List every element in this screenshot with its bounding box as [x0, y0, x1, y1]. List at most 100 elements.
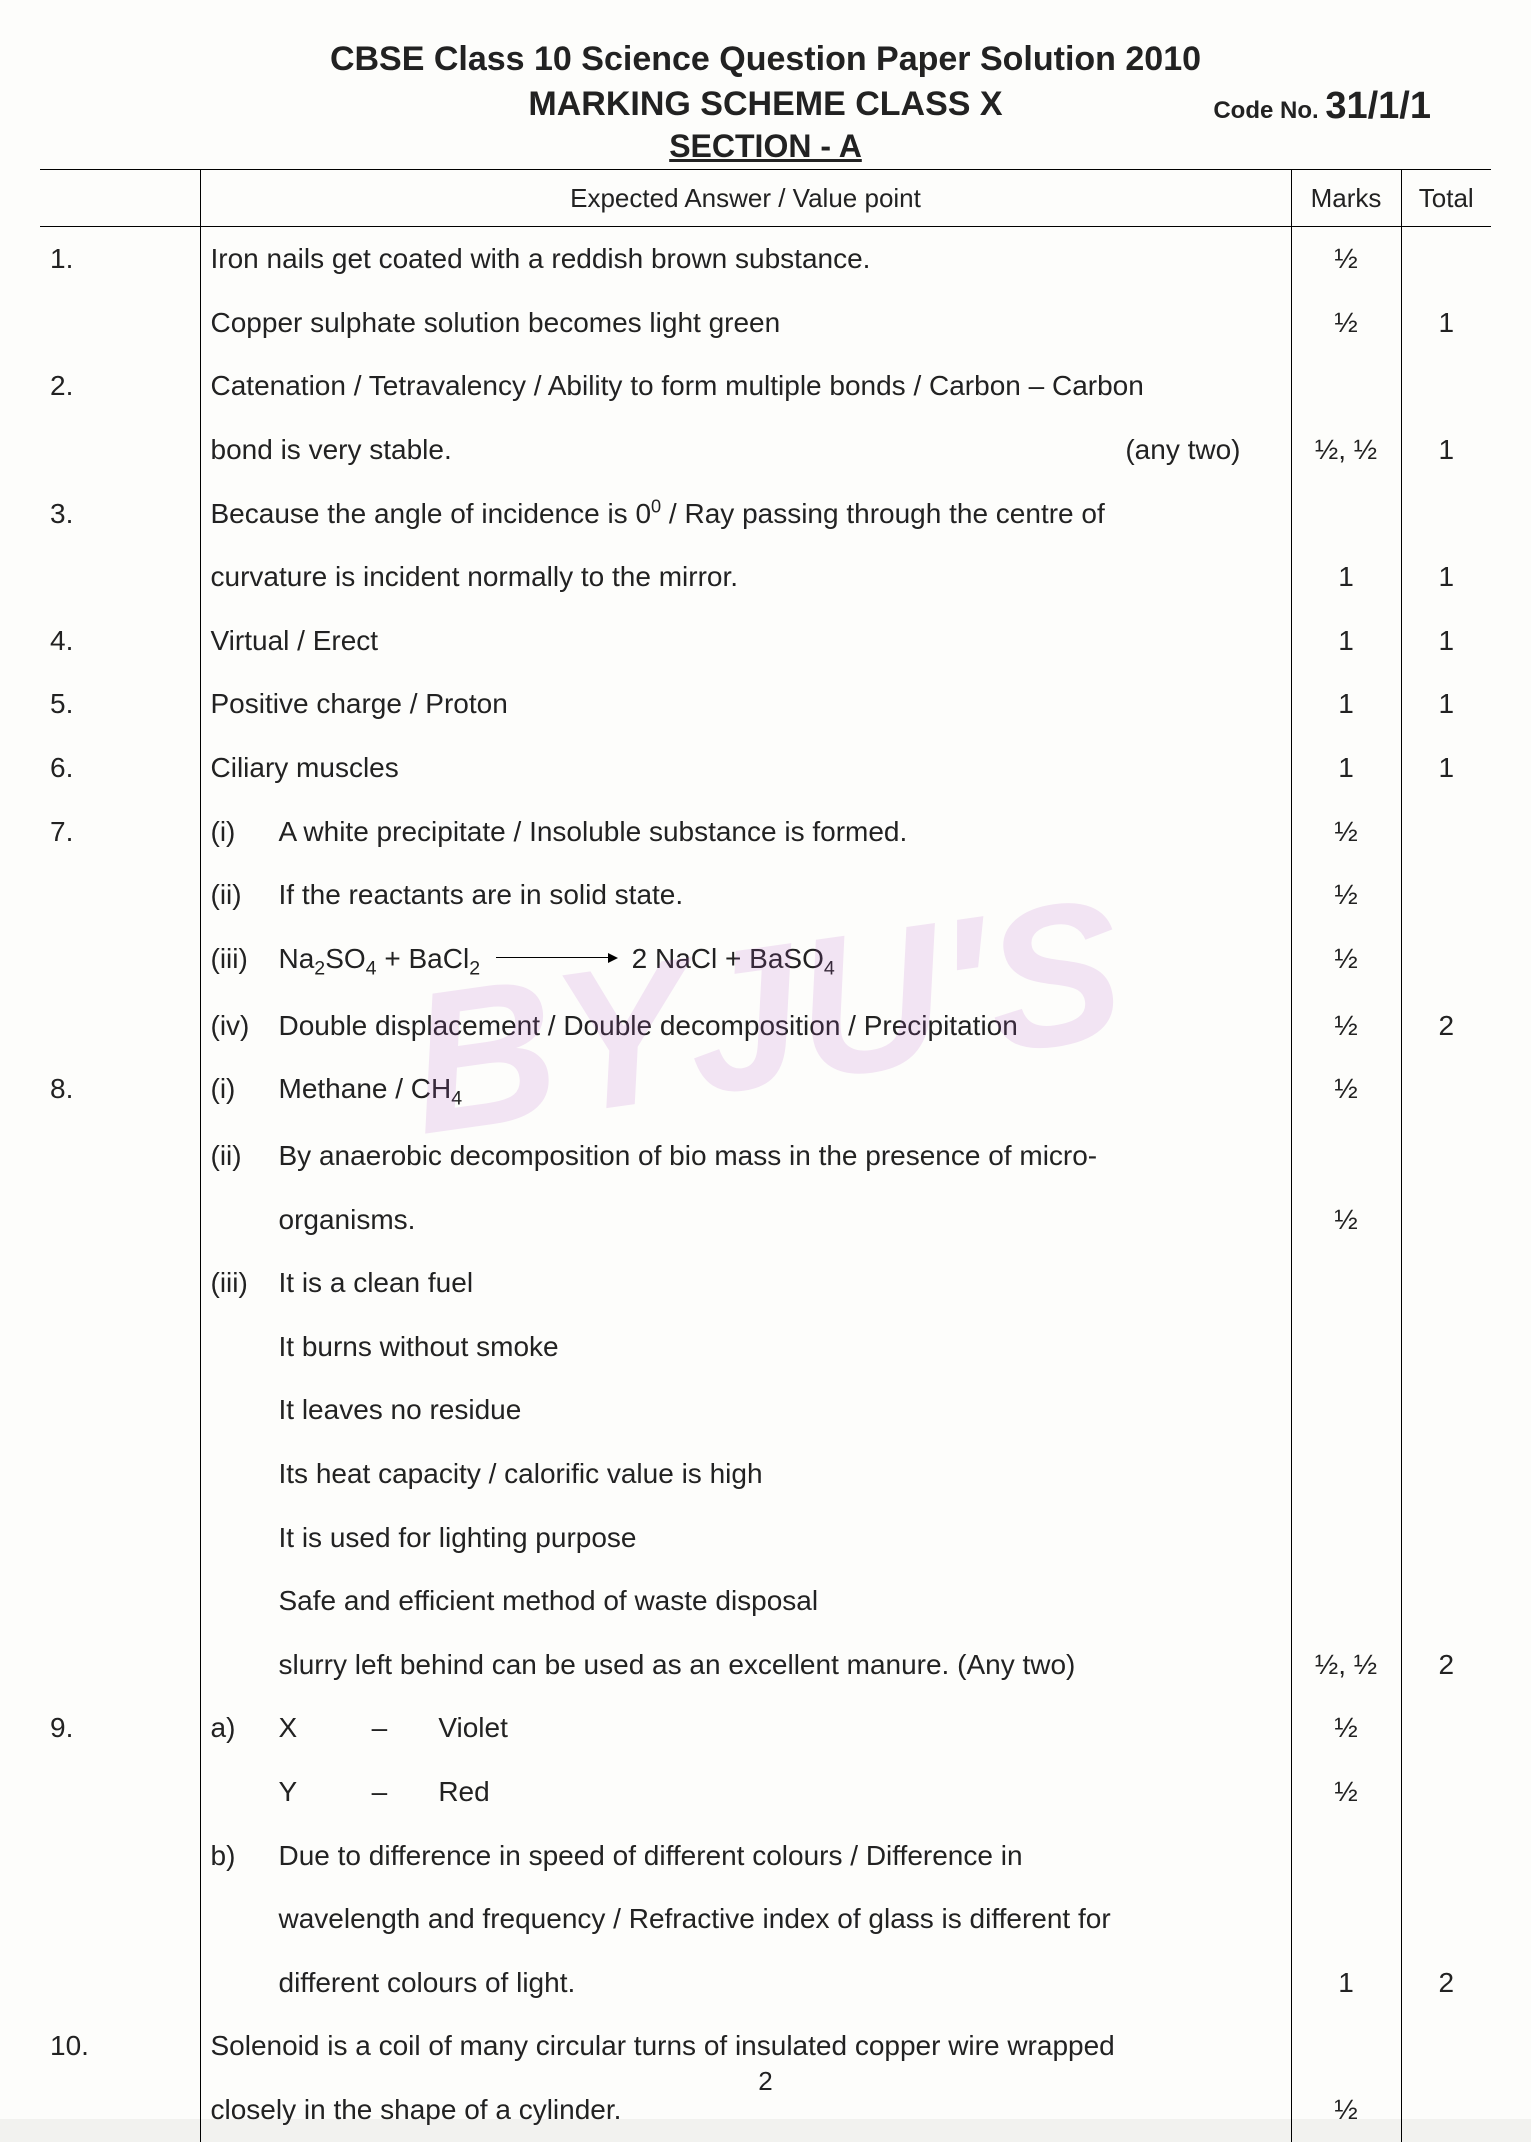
answer-text: It is a clean fuel	[279, 1259, 474, 1307]
answer-cell: a) X – Violet	[200, 1696, 1291, 1760]
marking-table: Expected Answer / Value point Marks Tota…	[40, 169, 1491, 2142]
answer-cell: (i)A white precipitate / Insoluble subst…	[200, 800, 1291, 864]
subpart-label: (ii)	[211, 1132, 261, 1180]
table-row: It is used for lighting purpose	[40, 1506, 1491, 1570]
answer-cell: Catenation / Tetravalency / Ability to f…	[200, 354, 1291, 418]
subpart-label: (iii)	[211, 1259, 261, 1307]
question-number-cell	[40, 1633, 200, 1697]
answer-text: Because the angle of incidence is 00 / R…	[211, 490, 1105, 538]
answer-text: Na2SO4 + BaCl2 2 NaCl + BaSO4	[279, 935, 835, 986]
answer-text: Ciliary muscles	[211, 744, 399, 792]
question-number-cell	[40, 545, 200, 609]
answer-text: bond is very stable.	[211, 426, 452, 474]
answer-text: Its heat capacity / calorific value is h…	[279, 1450, 763, 1498]
answer-cell: It is used for lighting purpose	[200, 1506, 1291, 1570]
section-heading: SECTION - A	[40, 128, 1491, 165]
table-row: bond is very stable. (any two)½, ½1	[40, 418, 1491, 482]
table-row: 9.a)X – Violet½	[40, 1696, 1491, 1760]
table-row: wavelength and frequency / Refractive in…	[40, 1887, 1491, 1951]
answer-text: organisms.	[279, 1196, 416, 1244]
question-number-cell	[40, 994, 200, 1058]
table-row: (ii)If the reactants are in solid state.…	[40, 863, 1491, 927]
answer-text: Catenation / Tetravalency / Ability to f…	[211, 362, 1144, 410]
total-cell: 1	[1401, 418, 1491, 482]
answer-cell: Positive charge / Proton	[200, 672, 1291, 736]
hint-text: (any two)	[1125, 426, 1280, 474]
table-row: 8.(i)Methane / CH4½	[40, 1057, 1491, 1124]
subpart-label: a)	[211, 1704, 261, 1752]
marks-cell: ½	[1291, 227, 1401, 291]
marks-cell: ½	[1291, 291, 1401, 355]
code-number: Code No. 31/1/1	[1213, 85, 1431, 128]
question-number-cell	[40, 1760, 200, 1824]
table-row: Its heat capacity / calorific value is h…	[40, 1442, 1491, 1506]
answer-cell: organisms.	[200, 1188, 1291, 1252]
table-row: 6.Ciliary muscles11	[40, 736, 1491, 800]
header-total: Total	[1401, 170, 1491, 227]
question-number-cell: 5.	[40, 672, 200, 736]
answer-text: wavelength and frequency / Refractive in…	[279, 1895, 1111, 1943]
question-number-cell	[40, 1824, 200, 1888]
total-cell	[1401, 1188, 1491, 1252]
total-cell: 1	[1401, 672, 1491, 736]
answer-text: Positive charge / Proton	[211, 680, 508, 728]
total-cell	[1401, 1887, 1491, 1951]
answer-cell: Because the angle of incidence is 00 / R…	[200, 482, 1291, 546]
total-cell	[1401, 1057, 1491, 1124]
table-row: (iii)Na2SO4 + BaCl2 2 NaCl + BaSO4½	[40, 927, 1491, 994]
answer-cell: It burns without smoke	[200, 1315, 1291, 1379]
marks-cell: 1	[1291, 736, 1401, 800]
table-row: 4.Virtual / Erect11	[40, 609, 1491, 673]
question-number-cell	[40, 1569, 200, 1633]
total-cell	[1401, 927, 1491, 994]
answer-cell: slurry left behind can be used as an exc…	[200, 1633, 1291, 1697]
answer-cell: (iv)Double displacement / Double decompo…	[200, 994, 1291, 1058]
doc-title: CBSE Class 10 Science Question Paper Sol…	[40, 40, 1491, 79]
question-number-cell	[40, 1315, 200, 1379]
answer-cell: (iii) Na2SO4 + BaCl2 2 NaCl + BaSO4	[200, 927, 1291, 994]
question-number-cell	[40, 863, 200, 927]
marks-cell: ½	[1291, 1057, 1401, 1124]
answer-cell: (i)Methane / CH4	[200, 1057, 1291, 1124]
table-row: 3.Because the angle of incidence is 00 /…	[40, 482, 1491, 546]
answer-text: By anaerobic decomposition of bio mass i…	[279, 1132, 1098, 1180]
marks-cell: 1	[1291, 672, 1401, 736]
total-cell: 2	[1401, 994, 1491, 1058]
document-page: BYJU'S CBSE Class 10 Science Question Pa…	[0, 0, 1531, 2119]
total-cell	[1401, 227, 1491, 291]
total-cell	[1401, 354, 1491, 418]
question-number-cell	[40, 418, 200, 482]
table-row: Copper sulphate solution becomes light g…	[40, 291, 1491, 355]
marks-cell: ½, ½	[1291, 418, 1401, 482]
answer-text: It burns without smoke	[279, 1323, 559, 1371]
question-number-cell	[40, 1887, 200, 1951]
answer-cell: Copper sulphate solution becomes light g…	[200, 291, 1291, 355]
answer-cell: (iii) It is a clean fuel	[200, 1251, 1291, 1315]
table-row: It leaves no residue	[40, 1378, 1491, 1442]
total-cell	[1401, 1378, 1491, 1442]
answer-cell: It leaves no residue	[200, 1378, 1291, 1442]
answer-text: Virtual / Erect	[211, 617, 379, 665]
answer-text: Iron nails get coated with a reddish bro…	[211, 235, 871, 283]
subpart-label: (ii)	[211, 871, 261, 919]
total-cell: 1	[1401, 609, 1491, 673]
total-cell	[1401, 1696, 1491, 1760]
marks-cell	[1291, 1569, 1401, 1633]
answer-text: X – Violet	[279, 1704, 508, 1752]
answer-cell: bond is very stable. (any two)	[200, 418, 1291, 482]
answer-text: Copper sulphate solution becomes light g…	[211, 299, 781, 347]
answer-cell: Safe and efficient method of waste dispo…	[200, 1569, 1291, 1633]
total-cell: 2	[1401, 1951, 1491, 2015]
answer-cell: Y – Red	[200, 1760, 1291, 1824]
subpart-label: (iii)	[211, 935, 261, 983]
doc-subtitle: MARKING SCHEME CLASS X	[528, 85, 1002, 124]
question-number-cell	[40, 1378, 200, 1442]
question-number-cell	[40, 1124, 200, 1188]
table-row: different colours of light.12	[40, 1951, 1491, 2015]
marks-cell: 1	[1291, 609, 1401, 673]
answer-text: Methane / CH4	[279, 1065, 463, 1116]
subtitle-row: MARKING SCHEME CLASS X Code No. 31/1/1	[40, 85, 1491, 124]
answer-cell: curvature is incident normally to the mi…	[200, 545, 1291, 609]
question-number-cell	[40, 1251, 200, 1315]
question-number-cell: 9.	[40, 1696, 200, 1760]
